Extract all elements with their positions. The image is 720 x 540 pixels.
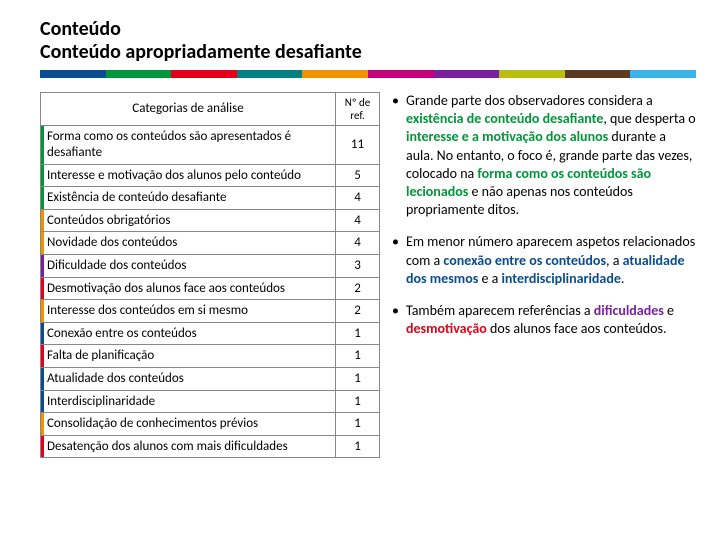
table-row: Novidade dos conteúdos4 bbox=[41, 232, 380, 255]
categories-table: Categorias de análise Nº de ref. Forma c… bbox=[40, 92, 380, 458]
category-cell: Existência de conteúdo desafiante bbox=[41, 187, 336, 210]
category-cell: Interesse dos conteúdos em si mesmo bbox=[41, 300, 336, 323]
table-row: Desmotivação dos alunos face aos conteúd… bbox=[41, 277, 380, 300]
colorbar-segment bbox=[630, 70, 696, 78]
count-cell: 1 bbox=[336, 390, 380, 413]
note-bullet: Também aparecem referências a dificuldad… bbox=[392, 302, 696, 338]
category-cell: Forma como os conteúdos são apresentados… bbox=[41, 126, 336, 164]
content-area: Categorias de análise Nº de ref. Forma c… bbox=[40, 92, 696, 458]
count-cell: 1 bbox=[336, 413, 380, 436]
colorbar-segment bbox=[171, 70, 237, 78]
col-header-category: Categorias de análise bbox=[41, 93, 336, 126]
table-row: Existência de conteúdo desafiante4 bbox=[41, 187, 380, 210]
category-cell: Atualidade dos conteúdos bbox=[41, 367, 336, 390]
colorbar-segment bbox=[434, 70, 500, 78]
title-line-2: Conteúdo apropriadamente desafiante bbox=[40, 41, 696, 64]
accent-color-bar bbox=[40, 70, 696, 78]
category-cell: Dificuldade dos conteúdos bbox=[41, 254, 336, 277]
table-row: Desatenção dos alunos com mais dificulda… bbox=[41, 435, 380, 458]
count-cell: 3 bbox=[336, 254, 380, 277]
col-header-count: Nº de ref. bbox=[336, 93, 380, 126]
table-region: Categorias de análise Nº de ref. Forma c… bbox=[40, 92, 380, 458]
table-row: Consolidação de conhecimentos prévios1 bbox=[41, 413, 380, 436]
category-cell: Conexão entre os conteúdos bbox=[41, 322, 336, 345]
title-line-1: Conteúdo bbox=[40, 18, 696, 41]
colorbar-segment bbox=[368, 70, 434, 78]
count-cell: 4 bbox=[336, 209, 380, 232]
category-cell: Interesse e motivação dos alunos pelo co… bbox=[41, 164, 336, 187]
table-row: Atualidade dos conteúdos1 bbox=[41, 367, 380, 390]
table-row: Interesse e motivação dos alunos pelo co… bbox=[41, 164, 380, 187]
category-cell: Novidade dos conteúdos bbox=[41, 232, 336, 255]
count-cell: 4 bbox=[336, 187, 380, 210]
title-block: Conteúdo Conteúdo apropriadamente desafi… bbox=[40, 18, 696, 64]
table-row: Conexão entre os conteúdos1 bbox=[41, 322, 380, 345]
note-bullet: Em menor número aparecem aspetos relacio… bbox=[392, 233, 696, 288]
count-cell: 4 bbox=[336, 232, 380, 255]
colorbar-segment bbox=[237, 70, 303, 78]
table-row: Forma como os conteúdos são apresentados… bbox=[41, 126, 380, 164]
count-cell: 1 bbox=[336, 345, 380, 368]
count-cell: 5 bbox=[336, 164, 380, 187]
category-cell: Falta de planificação bbox=[41, 345, 336, 368]
colorbar-segment bbox=[499, 70, 565, 78]
colorbar-segment bbox=[302, 70, 368, 78]
table-row: Conteúdos obrigatórios4 bbox=[41, 209, 380, 232]
category-cell: Desatenção dos alunos com mais dificulda… bbox=[41, 435, 336, 458]
table-row: Falta de planificação1 bbox=[41, 345, 380, 368]
count-cell: 1 bbox=[336, 435, 380, 458]
category-cell: Conteúdos obrigatórios bbox=[41, 209, 336, 232]
category-cell: Interdisciplinaridade bbox=[41, 390, 336, 413]
count-cell: 1 bbox=[336, 322, 380, 345]
count-cell: 2 bbox=[336, 300, 380, 323]
colorbar-segment bbox=[565, 70, 631, 78]
table-row: Interdisciplinaridade1 bbox=[41, 390, 380, 413]
table-row: Dificuldade dos conteúdos3 bbox=[41, 254, 380, 277]
count-cell: 2 bbox=[336, 277, 380, 300]
category-cell: Consolidação de conhecimentos prévios bbox=[41, 413, 336, 436]
count-cell: 11 bbox=[336, 126, 380, 164]
category-cell: Desmotivação dos alunos face aos conteúd… bbox=[41, 277, 336, 300]
colorbar-segment bbox=[106, 70, 172, 78]
table-row: Interesse dos conteúdos em si mesmo2 bbox=[41, 300, 380, 323]
count-cell: 1 bbox=[336, 367, 380, 390]
colorbar-segment bbox=[40, 70, 106, 78]
note-bullet: Grande parte dos observadores considera … bbox=[392, 92, 696, 219]
notes-region: Grande parte dos observadores considera … bbox=[392, 92, 696, 458]
